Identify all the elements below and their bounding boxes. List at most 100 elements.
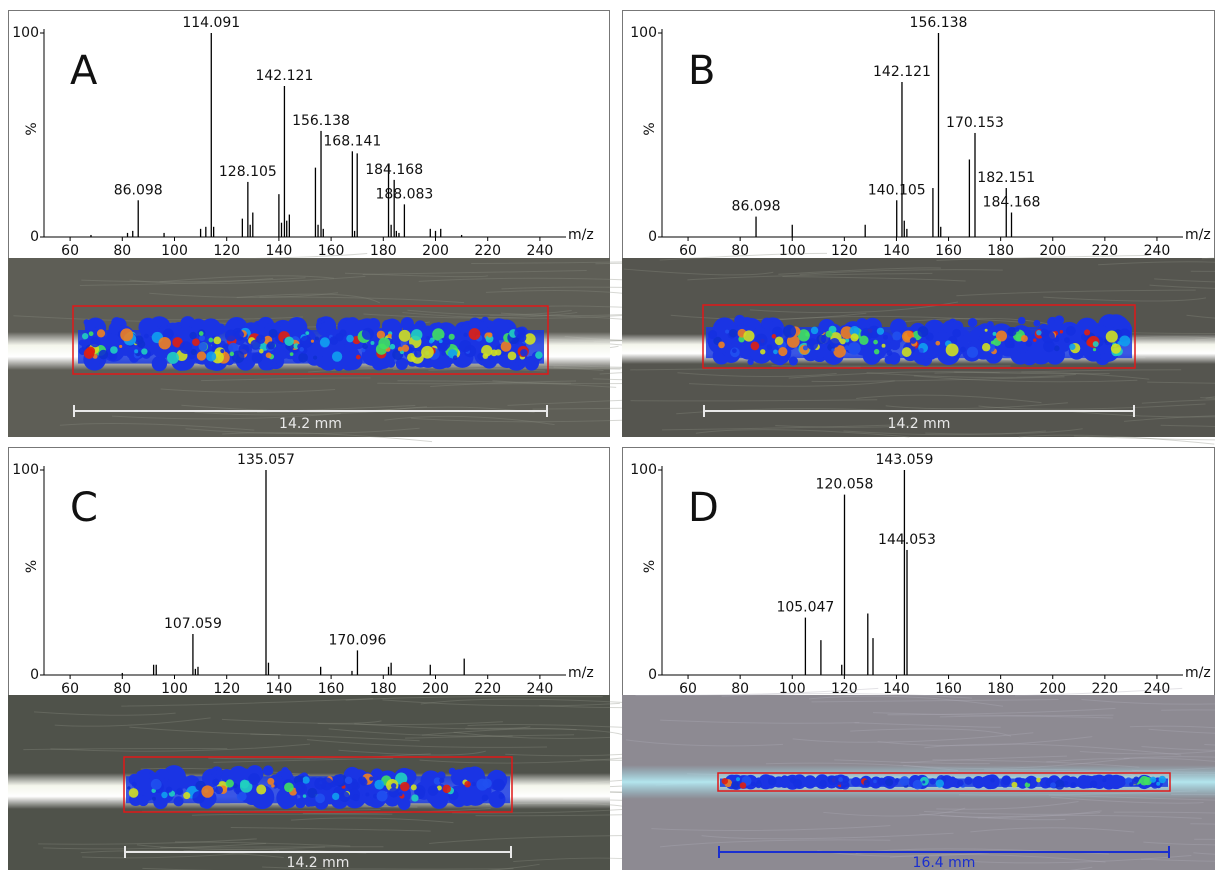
ion-hotspot [981, 343, 991, 352]
ion-hotspot [389, 343, 396, 350]
ion-hotspot [865, 782, 869, 787]
ion-blob [929, 778, 936, 785]
fiber-texture [811, 376, 1065, 382]
fiber-texture [823, 807, 966, 817]
ion-hotspot [912, 779, 923, 790]
ion-hotspot [315, 793, 325, 804]
scale-label: 14.2 mm [279, 416, 342, 432]
fiber-texture [129, 275, 366, 284]
peak-label: 182.151 [977, 170, 1035, 186]
fiber-texture [778, 267, 941, 275]
peak-label: 142.121 [255, 68, 313, 84]
fiber-texture [1073, 435, 1215, 441]
ion-hotspot [229, 351, 235, 357]
ion-hotspot [236, 791, 247, 802]
ion-blob [1092, 352, 1101, 361]
ion-hotspot [819, 779, 827, 788]
ion-hotspot [1129, 782, 1134, 787]
x-tick-label: 240 [527, 243, 554, 259]
fiber-texture [1160, 424, 1215, 427]
ion-hotspot [192, 338, 200, 347]
ion-blob [108, 322, 122, 335]
x-tick-label: 240 [1144, 681, 1171, 697]
fiber-texture [420, 698, 627, 705]
x-tick-label: 180 [987, 243, 1014, 259]
fiber-texture [250, 733, 420, 742]
fiber-texture [1193, 852, 1215, 855]
fiber-texture [924, 811, 1101, 815]
ion-hotspot [250, 339, 261, 350]
fiber-texture [808, 695, 1004, 707]
ion-hotspot [1036, 777, 1041, 783]
ion-hotspot [407, 353, 416, 362]
ion-hotspot [844, 345, 850, 351]
ion-blob [435, 322, 442, 329]
ion-hotspot [945, 343, 959, 357]
ion-hotspot [162, 328, 174, 340]
fiber-texture [687, 272, 933, 281]
fiber-texture [900, 755, 1067, 764]
ion-hotspot [1004, 338, 1015, 349]
ion-hotspot [299, 347, 304, 352]
ion-hotspot [477, 352, 485, 361]
fiber-texture [1161, 709, 1215, 711]
fiber-texture [407, 309, 572, 316]
ion-hotspot [957, 779, 964, 787]
ion-hotspot [1041, 330, 1055, 344]
ion-hotspot [410, 784, 417, 791]
ion-hotspot [401, 344, 410, 352]
ion-hotspot [432, 328, 445, 341]
ion-hotspot [767, 776, 777, 786]
fiber-texture [421, 728, 577, 736]
ion-hotspot [332, 774, 344, 786]
x-tick-label: 80 [731, 243, 749, 259]
ion-hotspot [452, 355, 458, 360]
fiber-texture [956, 289, 1196, 297]
fiber-texture [913, 375, 1138, 383]
fiber-texture [338, 749, 486, 756]
x-tick-label: 140 [883, 681, 910, 697]
ion-hotspot [378, 337, 391, 350]
ion-hotspot [773, 349, 778, 355]
ion-hotspot [266, 341, 276, 350]
ion-hotspot [468, 328, 481, 340]
fiber-texture [384, 415, 555, 426]
ion-hotspot [310, 339, 315, 343]
fiber-texture [38, 838, 257, 845]
x-tick-label: 220 [1091, 243, 1118, 259]
ion-hotspot [805, 332, 810, 337]
ion-hotspot [718, 341, 725, 349]
fiber-texture [191, 813, 393, 816]
ion-hotspot [436, 785, 442, 791]
ion-hotspot [441, 351, 446, 356]
ion-hotspot [482, 778, 492, 789]
peak-label: 144.053 [878, 532, 936, 548]
ion-hotspot [1024, 782, 1031, 788]
ion-hotspot [161, 791, 168, 799]
scale-label: 16.4 mm [913, 855, 976, 870]
ion-hotspot [883, 334, 888, 340]
ion-hotspot [909, 337, 917, 344]
x-tick-label: 80 [113, 243, 131, 259]
x-tick-label: 80 [731, 681, 749, 697]
peak-label: 184.168 [983, 195, 1041, 211]
ion-hotspot [786, 335, 800, 348]
fiber-texture [799, 269, 1003, 275]
ion-hotspot [119, 344, 123, 349]
ion-hotspot [248, 773, 261, 785]
ion-hotspot [158, 336, 171, 350]
ion-hotspot [847, 342, 861, 355]
ion-hotspot [771, 334, 777, 339]
ion-hotspot [1036, 329, 1042, 336]
fiber-texture [317, 721, 503, 726]
y-tick-label: 0 [30, 667, 39, 683]
ion-hotspot [1033, 338, 1037, 342]
x-tick-label: 140 [883, 243, 910, 259]
ion-hotspot [849, 325, 860, 337]
panel-letter: D [688, 485, 719, 531]
fiber-texture [936, 801, 1079, 810]
ion-hotspot [535, 351, 543, 359]
fiber-texture [1098, 261, 1215, 266]
ion-hotspot [876, 327, 885, 335]
ion-hotspot [137, 340, 146, 349]
